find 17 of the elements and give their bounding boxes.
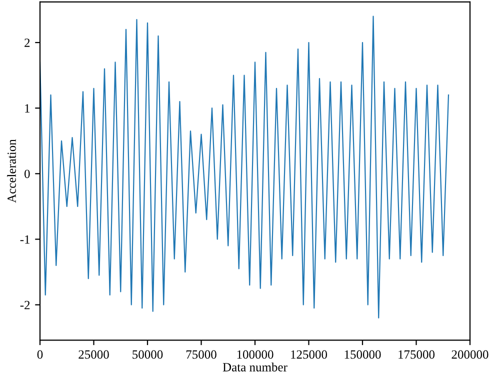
- line-series: [40, 16, 450, 318]
- y-tick-label: 0: [24, 170, 30, 178]
- x-tick-label: 125000: [291, 350, 328, 359]
- x-axis-title: Data number: [222, 362, 288, 372]
- x-tick-label: 200000: [452, 350, 488, 359]
- x-tick-label: 150000: [344, 350, 381, 359]
- y-tick-label: -1: [20, 235, 30, 244]
- x-tick-label: 0: [37, 350, 43, 359]
- x-tick-label: 100000: [237, 350, 274, 359]
- y-axis-title: Acceleration: [7, 139, 16, 203]
- y-tick-label: 2: [24, 38, 30, 47]
- x-tick-label: 25000: [78, 350, 109, 359]
- y-tick-label: 1: [25, 104, 30, 112]
- x-tick-label: 75000: [186, 350, 216, 359]
- x-tick-label: 50000: [132, 350, 163, 359]
- y-tick-label: -2: [20, 300, 30, 310]
- x-tick-label: 175000: [398, 350, 435, 359]
